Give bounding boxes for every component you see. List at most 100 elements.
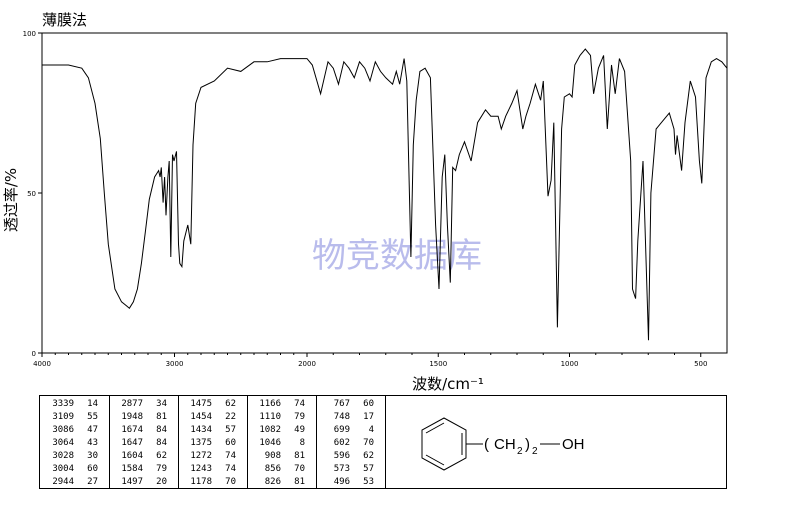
peak-transmittance: 34 — [156, 399, 167, 409]
peak-row: 1475 62 — [178, 398, 247, 411]
peak-transmittance: 74 — [225, 464, 236, 474]
peak-wavenumber: 1948 — [121, 412, 143, 422]
peak-transmittance: 79 — [156, 464, 167, 474]
peak-column: 767 60 748 17 699 4 602 70 596 62 573 57 496 53 — [316, 396, 385, 490]
peak-row: 1948 81 — [109, 411, 178, 424]
peak-row: 1272 74 — [178, 450, 247, 463]
peak-transmittance: 43 — [87, 438, 98, 448]
x-tick-label: 500 — [694, 360, 707, 368]
peak-wavenumber: 1166 — [259, 399, 281, 409]
peak-row: 1178 70 — [178, 476, 247, 489]
left-parenthesis: ( — [484, 436, 489, 453]
peak-row: 1243 74 — [178, 463, 247, 476]
x-tick-label: 1000 — [561, 360, 579, 368]
peak-wavenumber: 1082 — [259, 425, 281, 435]
peak-wavenumber: 3109 — [52, 412, 74, 422]
peak-wavenumber: 699 — [333, 425, 350, 435]
phenylethanol-structure: ( CH 2 ) 2 OH — [421, 417, 585, 471]
peak-transmittance: 70 — [225, 477, 236, 487]
peak-transmittance: 70 — [294, 464, 305, 474]
peak-wavenumber: 748 — [333, 412, 350, 422]
peak-transmittance: 57 — [363, 464, 374, 474]
y-axis-label: 透过率/% — [2, 168, 20, 232]
structure-panel: ( CH 2 ) 2 OH — [386, 396, 727, 488]
x-tick-label: 4000 — [33, 360, 51, 368]
peak-row: 856 70 — [247, 463, 316, 476]
peak-wavenumber: 596 — [333, 451, 350, 461]
peak-row: 1166 74 — [247, 398, 316, 411]
peak-row: 3028 30 — [40, 450, 109, 463]
peak-transmittance: 57 — [225, 425, 236, 435]
peak-transmittance: 79 — [294, 412, 305, 422]
peak-row: 3109 55 — [40, 411, 109, 424]
peak-transmittance: 4 — [368, 425, 374, 435]
peak-row: 496 53 — [316, 476, 385, 489]
peak-transmittance: 20 — [156, 477, 167, 487]
peak-wavenumber: 1454 — [190, 412, 212, 422]
peak-row: 1584 79 — [109, 463, 178, 476]
ring-double-bond — [425, 454, 445, 466]
peak-wavenumber: 1584 — [121, 464, 143, 474]
peak-transmittance: 53 — [363, 477, 374, 487]
peak-transmittance: 8 — [299, 438, 305, 448]
peak-transmittance: 81 — [294, 477, 305, 487]
peak-row: 2944 27 — [40, 476, 109, 489]
peak-row: 602 70 — [316, 437, 385, 450]
plot-border — [41, 32, 728, 354]
peak-row: 1082 49 — [247, 424, 316, 437]
peak-transmittance: 17 — [363, 412, 374, 422]
peak-row: 748 17 — [316, 411, 385, 424]
peak-wavenumber: 1647 — [121, 438, 143, 448]
peak-transmittance: 81 — [156, 412, 167, 422]
peak-row: 1046 8 — [247, 437, 316, 450]
hydroxyl-group: OH — [562, 436, 585, 453]
peak-wavenumber: 573 — [333, 464, 350, 474]
peak-wavenumber: 1178 — [190, 477, 212, 487]
h-subscript: 2 — [517, 446, 523, 457]
peak-row: 3339 14 — [40, 398, 109, 411]
ch-group: CH — [494, 436, 516, 453]
peak-row: 3064 43 — [40, 437, 109, 450]
peak-row: 1647 84 — [109, 437, 178, 450]
x-tick-label: 2000 — [298, 360, 316, 368]
peak-wavenumber: 3086 — [52, 425, 74, 435]
peak-wavenumber: 3339 — [52, 399, 74, 409]
peak-row: 908 81 — [247, 450, 316, 463]
peak-wavenumber: 1375 — [190, 438, 212, 448]
peak-wavenumber: 2944 — [52, 477, 74, 487]
peak-wavenumber: 1046 — [259, 438, 281, 448]
peak-transmittance: 62 — [363, 451, 374, 461]
peak-wavenumber: 1272 — [190, 451, 212, 461]
x-axis-label: 波数/cm⁻¹ — [412, 375, 484, 393]
peak-column: 2877 34 1948 81 1674 84 1647 84 1604 62 1584 79 1497… — [109, 396, 178, 490]
peak-wavenumber: 1674 — [121, 425, 143, 435]
peak-row: 2877 34 — [109, 398, 178, 411]
peak-transmittance: 55 — [87, 412, 98, 422]
peak-wavenumber: 767 — [333, 399, 350, 409]
peak-transmittance: 60 — [87, 464, 98, 474]
peak-row: 573 57 — [316, 463, 385, 476]
peak-row: 1674 84 — [109, 424, 178, 437]
plot-frame — [41, 32, 728, 354]
y-tick-label: 0 — [32, 350, 36, 358]
x-axis: 4000 3000 2000 1500 1000 500 — [33, 353, 707, 368]
column-divider — [109, 396, 110, 488]
peak-row: 1110 79 — [247, 411, 316, 424]
peak-transmittance: 74 — [225, 451, 236, 461]
y-axis: 0 50 100 — [23, 30, 42, 358]
peak-transmittance: 84 — [156, 438, 167, 448]
x-tick-label: 1500 — [429, 360, 447, 368]
peak-transmittance: 60 — [225, 438, 236, 448]
peak-transmittance: 14 — [87, 399, 98, 409]
peak-row: 1497 20 — [109, 476, 178, 489]
peak-row: 3086 47 — [40, 424, 109, 437]
ring-double-bond — [425, 422, 445, 434]
chart-title: 薄膜法 — [42, 11, 88, 29]
repeat-subscript: 2 — [532, 446, 538, 457]
peak-wavenumber: 1434 — [190, 425, 212, 435]
peak-wavenumber: 908 — [264, 451, 281, 461]
peak-wavenumber: 3064 — [52, 438, 74, 448]
x-tick-label: 3000 — [166, 360, 184, 368]
peak-wavenumber: 826 — [264, 477, 281, 487]
peak-wavenumber: 1604 — [121, 451, 143, 461]
